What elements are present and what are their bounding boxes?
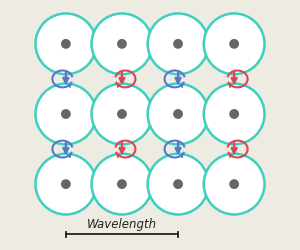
Circle shape bbox=[118, 180, 126, 188]
Circle shape bbox=[35, 14, 96, 75]
Circle shape bbox=[148, 14, 208, 75]
Circle shape bbox=[230, 40, 239, 49]
Circle shape bbox=[204, 14, 265, 75]
Circle shape bbox=[204, 154, 265, 215]
Circle shape bbox=[148, 154, 208, 215]
Circle shape bbox=[92, 154, 152, 215]
Circle shape bbox=[230, 180, 239, 188]
Circle shape bbox=[148, 84, 208, 145]
Text: Wavelength: Wavelength bbox=[87, 217, 157, 230]
Circle shape bbox=[92, 84, 152, 145]
Circle shape bbox=[61, 180, 70, 188]
Circle shape bbox=[61, 110, 70, 119]
Circle shape bbox=[61, 40, 70, 49]
Circle shape bbox=[174, 180, 182, 188]
Circle shape bbox=[35, 84, 96, 145]
Circle shape bbox=[35, 154, 96, 215]
Circle shape bbox=[174, 40, 182, 49]
Circle shape bbox=[118, 110, 126, 119]
Circle shape bbox=[92, 14, 152, 75]
Circle shape bbox=[118, 40, 126, 49]
Circle shape bbox=[204, 84, 265, 145]
Circle shape bbox=[230, 110, 239, 119]
Circle shape bbox=[174, 110, 182, 119]
